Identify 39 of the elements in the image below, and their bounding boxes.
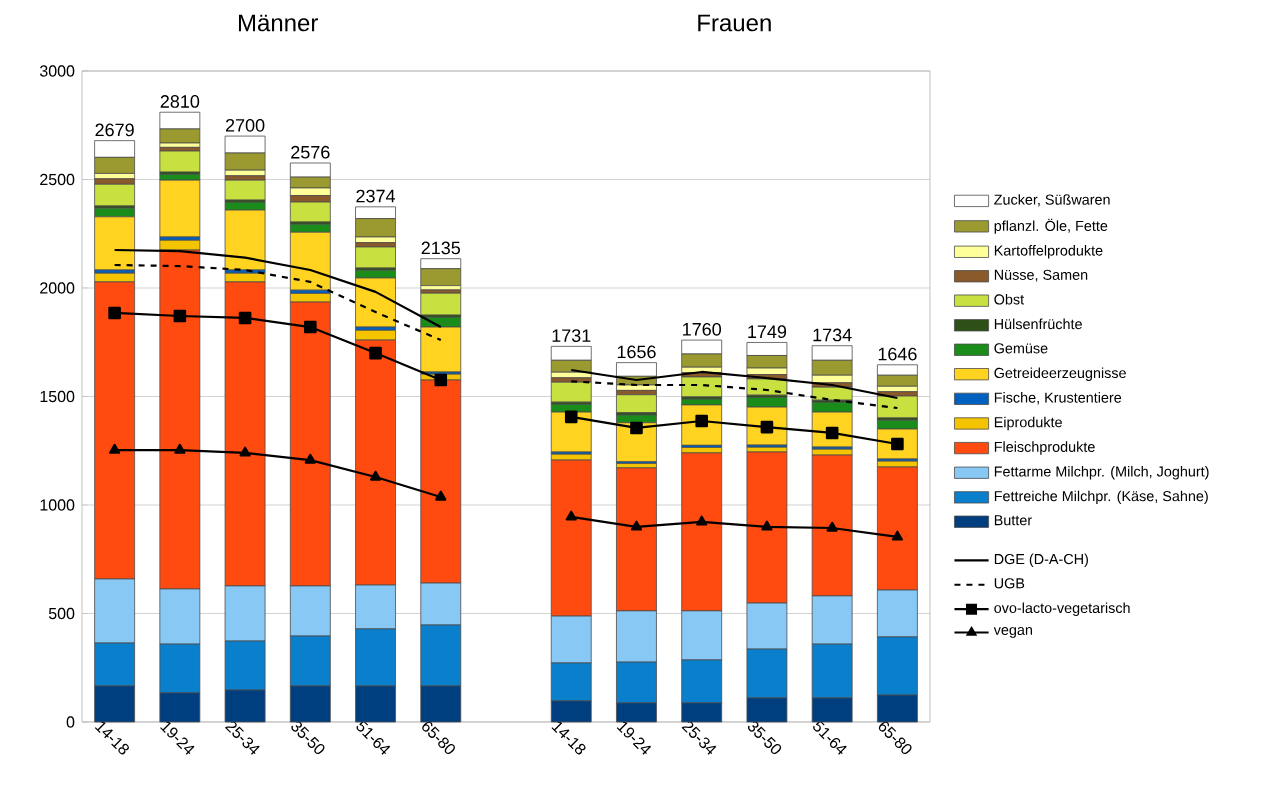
- total-label: 2374: [356, 189, 396, 203]
- y-tick-label: 1500: [40, 390, 75, 403]
- total-label: 2135: [421, 241, 461, 255]
- legend-label: Fettarme Milchpr. (Milch, Joghurt): [994, 466, 1209, 480]
- legend-label: Fische, Krustentiere: [994, 392, 1122, 405]
- legend-label: Butter: [994, 515, 1032, 526]
- legend-label: Fettreiche Milchpr. (Käse, Sahne): [994, 490, 1208, 505]
- total-label: 1656: [617, 345, 656, 359]
- legend-label: Fleischprodukte: [994, 441, 1095, 455]
- total-label: 2679: [95, 123, 134, 137]
- total-label: 2576: [291, 145, 330, 159]
- legend-label: Nüsse, Samen: [994, 269, 1088, 282]
- text: Männer: [238, 14, 318, 32]
- total-label: 1731: [552, 329, 591, 342]
- legend-label: Obst: [994, 293, 1025, 305]
- legend-label: vegan: [993, 627, 1032, 638]
- legend-label: pflanzl. Öle, Fette: [994, 218, 1108, 234]
- total-label: 1646: [878, 347, 917, 361]
- legend-label: DGE (D-A-CH): [994, 553, 1088, 567]
- legend-label: Zucker, Süßwaren: [994, 194, 1110, 207]
- text: Frauen: [698, 14, 771, 32]
- total-label: 1760: [683, 322, 722, 336]
- legend-label: Eiprodukte: [994, 416, 1062, 431]
- legend-label: UGB: [994, 578, 1025, 589]
- y-tick-label: 3000: [39, 65, 75, 77]
- total-label: 2700: [225, 118, 265, 132]
- y-tick-label: 2500: [40, 173, 75, 186]
- total-label: 1749: [748, 325, 787, 339]
- legend-label: Kartoffelprodukte: [994, 245, 1103, 259]
- y-tick-label: 1000: [40, 499, 75, 511]
- y-tick-label: 2000: [40, 282, 75, 294]
- total-label: 2810: [160, 95, 200, 108]
- legend-label: Gemüse: [994, 343, 1048, 354]
- y-tick-label: 500: [48, 607, 75, 620]
- total-label: 1734: [813, 328, 852, 342]
- y-tick-label: 0: [66, 716, 75, 728]
- legend-label: ovo-lacto-vegetarisch: [994, 602, 1130, 616]
- legend-label: Hülsenfrüchte: [994, 318, 1082, 330]
- legend-label: Getreideerzeugnisse: [994, 367, 1126, 381]
